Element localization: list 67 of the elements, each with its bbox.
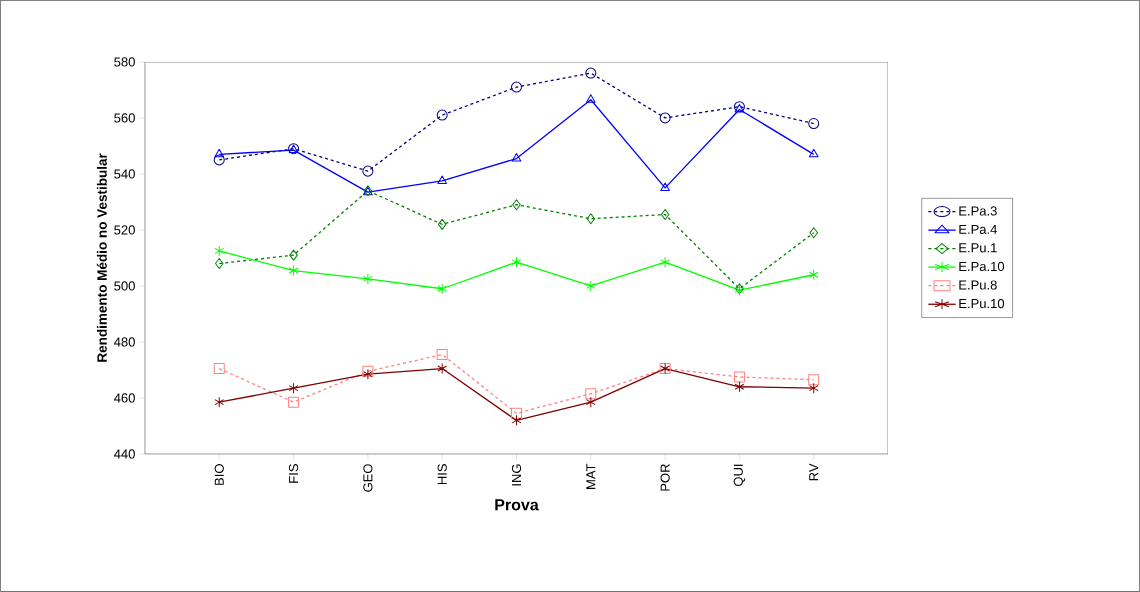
point bbox=[214, 245, 225, 257]
point bbox=[660, 209, 670, 221]
point bbox=[808, 382, 819, 394]
legend-label: E.Pa.10 bbox=[959, 261, 1005, 272]
point bbox=[512, 199, 521, 211]
point bbox=[585, 396, 596, 408]
x-tick-label: FIS bbox=[288, 464, 299, 483]
point bbox=[289, 249, 298, 261]
y-tick-label: 580 bbox=[114, 57, 135, 67]
y-tick-label: 500 bbox=[114, 281, 135, 291]
y-tick-label: 440 bbox=[114, 449, 135, 459]
point bbox=[585, 388, 597, 400]
point bbox=[585, 67, 597, 79]
point bbox=[808, 374, 820, 386]
point bbox=[288, 382, 299, 394]
point bbox=[585, 280, 596, 292]
point bbox=[808, 148, 819, 158]
point bbox=[510, 407, 522, 419]
x-tick-label: ING bbox=[511, 464, 522, 486]
point bbox=[809, 227, 818, 239]
point bbox=[215, 258, 224, 270]
point bbox=[511, 256, 522, 268]
point bbox=[436, 349, 448, 361]
legend-label: E.Pu.1 bbox=[959, 243, 997, 253]
point bbox=[213, 363, 225, 375]
point bbox=[214, 148, 225, 158]
y-tick-label: 520 bbox=[114, 225, 135, 235]
y-tick-label: 560 bbox=[114, 113, 135, 123]
x-tick-label: HIS bbox=[437, 464, 447, 485]
point bbox=[585, 94, 596, 103]
point bbox=[437, 218, 447, 230]
x-tick-label: QUI bbox=[733, 464, 746, 487]
point bbox=[436, 109, 448, 121]
point bbox=[510, 81, 522, 93]
y-tick-label: 460 bbox=[114, 393, 135, 403]
point bbox=[808, 118, 820, 130]
point bbox=[659, 112, 671, 124]
y-axis-title: Rendimento Médio no Vestibular bbox=[96, 153, 107, 362]
x-tick-label: GEO bbox=[363, 464, 373, 492]
x-tick-label: RV bbox=[809, 463, 819, 481]
point bbox=[511, 414, 522, 426]
y-tick-label: 480 bbox=[114, 337, 135, 347]
point bbox=[288, 265, 299, 277]
point bbox=[362, 165, 374, 177]
point bbox=[808, 269, 819, 281]
x-axis-title: Prova bbox=[495, 499, 539, 511]
point bbox=[437, 363, 448, 375]
legend-label: E.Pu.10 bbox=[959, 299, 1005, 309]
point bbox=[437, 175, 448, 184]
y-tick-label: 540 bbox=[114, 169, 135, 179]
point bbox=[660, 256, 670, 268]
x-tick-label: BIO bbox=[214, 464, 224, 485]
point bbox=[214, 396, 225, 408]
point bbox=[213, 154, 225, 166]
point bbox=[660, 182, 670, 191]
point bbox=[437, 283, 448, 295]
x-tick-label: POR bbox=[660, 464, 670, 491]
legend-label: E.Pa.3 bbox=[959, 206, 997, 216]
point bbox=[363, 273, 373, 285]
legend-label: E.Pu.8 bbox=[959, 280, 997, 290]
point bbox=[586, 213, 596, 225]
x-tick-label: MAT bbox=[586, 463, 596, 489]
point bbox=[733, 371, 745, 383]
point bbox=[511, 153, 522, 162]
point bbox=[734, 381, 745, 393]
legend-label: E.Pa.4 bbox=[959, 224, 997, 235]
point bbox=[288, 396, 300, 408]
